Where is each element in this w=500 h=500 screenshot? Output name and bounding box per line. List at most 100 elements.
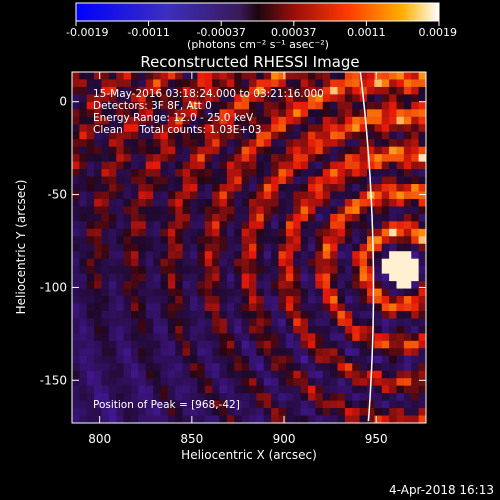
heatmap-cell xyxy=(138,303,147,312)
heatmap-cell xyxy=(72,169,80,178)
heatmap-cell xyxy=(337,228,346,237)
heatmap-cell xyxy=(389,251,398,260)
heatmap-cell xyxy=(322,86,331,96)
heatmap-cell xyxy=(418,161,426,170)
heatmap-cell xyxy=(411,161,420,170)
heatmap-cell xyxy=(256,266,265,275)
heatmap-cell xyxy=(403,340,412,349)
heatmap-cell xyxy=(352,258,361,267)
heatmap-cell xyxy=(190,109,198,118)
heatmap-cell xyxy=(108,408,117,417)
heatmap-cell xyxy=(249,72,257,81)
heatmap-cell xyxy=(79,124,88,133)
heatmap-cell xyxy=(101,79,110,88)
heatmap-cell xyxy=(145,228,154,237)
heatmap-cell xyxy=(381,348,390,357)
heatmap-cell xyxy=(204,206,213,215)
heatmap-cell xyxy=(308,236,316,245)
heatmap-cell xyxy=(315,191,324,200)
heatmap-cell xyxy=(108,258,117,267)
heatmap-cell xyxy=(374,288,383,297)
heatmap-cell xyxy=(86,266,95,275)
heatmap-cell xyxy=(219,198,228,208)
heatmap-cell xyxy=(153,116,162,125)
heatmap-cell xyxy=(315,385,324,394)
heatmap-cell xyxy=(322,198,331,208)
heatmap-cell xyxy=(285,415,294,423)
heatmap-cell xyxy=(72,303,80,312)
heatmap-cell xyxy=(123,325,132,334)
heatmap-cell xyxy=(337,370,346,379)
heatmap-cell xyxy=(271,288,280,297)
heatmap-cell xyxy=(315,221,324,230)
heatmap-cell xyxy=(293,370,302,379)
heatmap-cell xyxy=(226,400,235,409)
heatmap-cell xyxy=(285,198,294,208)
heatmap-cell xyxy=(190,273,198,282)
heatmap-cell xyxy=(160,124,169,133)
heatmap-cell xyxy=(359,355,368,364)
heatmap-cell xyxy=(396,109,405,118)
heatmap-cell xyxy=(322,101,331,110)
heatmap-cell xyxy=(116,191,125,200)
heatmap-cell xyxy=(381,333,390,342)
heatmap-cell xyxy=(138,400,147,409)
heatmap-cell xyxy=(123,266,132,275)
heatmap-cell xyxy=(72,318,80,327)
heatmap-cell xyxy=(300,169,309,178)
heatmap-cell xyxy=(182,79,191,88)
heatmap-cell xyxy=(337,109,346,118)
heatmap-cell xyxy=(293,72,302,81)
heatmap-cell xyxy=(204,79,213,88)
heatmap-cell xyxy=(197,191,206,200)
heatmap-cell xyxy=(204,363,213,372)
heatmap-cell xyxy=(197,415,206,423)
heatmap-cell xyxy=(94,79,103,88)
heatmap-cell xyxy=(79,191,88,200)
heatmap-cell xyxy=(182,213,191,222)
heatmap-cell xyxy=(330,296,339,305)
heatmap-cell xyxy=(219,400,228,409)
heatmap-cell xyxy=(226,393,235,402)
heatmap-cell xyxy=(241,318,250,327)
heatmap-cell xyxy=(241,408,250,417)
heatmap-cell xyxy=(374,124,383,133)
heatmap-cell xyxy=(285,370,294,379)
heatmap-cell xyxy=(322,378,331,387)
heatmap-cell xyxy=(160,72,169,81)
heatmap-cell xyxy=(367,408,375,417)
heatmap-cell xyxy=(359,258,368,267)
heatmap-cell xyxy=(344,393,353,402)
heatmap-cell xyxy=(86,258,95,267)
heatmap-cell xyxy=(374,206,383,215)
heatmap-cell xyxy=(322,408,331,417)
heatmap-cell xyxy=(108,198,117,208)
heatmap-cell xyxy=(308,251,316,260)
heatmap-cell xyxy=(219,318,228,327)
heatmap-cell xyxy=(190,348,198,357)
heatmap-cell xyxy=(300,161,309,170)
heatmap-cell xyxy=(300,288,309,297)
heatmap-cell xyxy=(108,288,117,297)
heatmap-cell xyxy=(197,348,206,357)
heatmap-cell xyxy=(381,288,390,297)
heatmap-cell xyxy=(418,296,426,305)
heatmap-cell xyxy=(263,191,272,200)
heatmap-cell xyxy=(300,184,309,193)
heatmap-cell xyxy=(160,221,169,230)
heatmap-cell xyxy=(293,206,302,215)
heatmap-cell xyxy=(175,400,184,409)
heatmap-cell xyxy=(418,101,426,110)
heatmap-cell xyxy=(131,400,139,409)
heatmap-cell xyxy=(160,251,169,260)
heatmap-cell xyxy=(94,393,103,402)
heatmap-cell xyxy=(167,124,176,133)
heatmap-cell xyxy=(322,243,331,252)
heatmap-cell xyxy=(204,325,213,334)
heatmap-cell xyxy=(344,281,353,290)
heatmap-cell xyxy=(197,146,206,155)
heatmap-cell xyxy=(278,124,287,133)
heatmap-cell xyxy=(293,310,302,320)
heatmap-cell xyxy=(212,243,221,252)
heatmap-cell xyxy=(308,213,316,222)
